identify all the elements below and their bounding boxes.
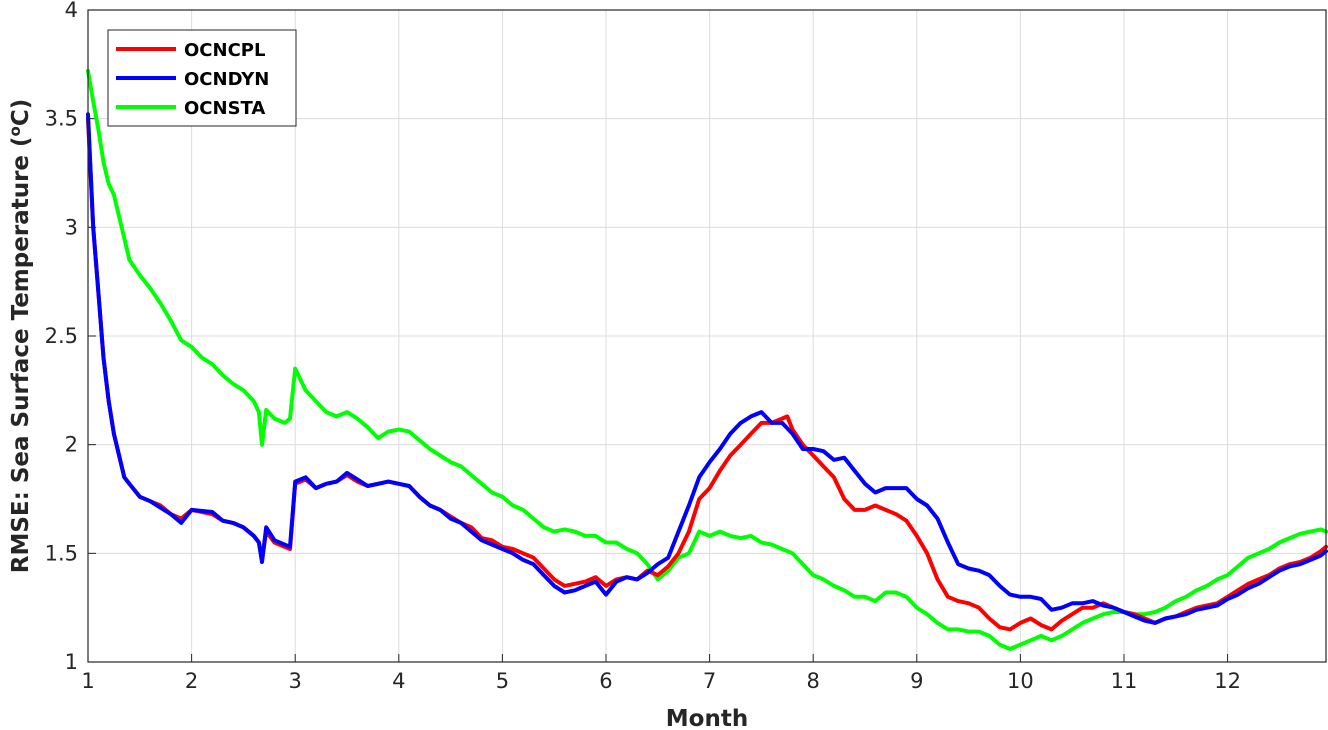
y-axis-title-main: RMSE: Sea Surface Temperature (: [8, 136, 34, 573]
y-tick-label: 3.5: [45, 107, 78, 131]
y-axis-title: RMSE: Sea Surface Temperature (oC): [6, 99, 34, 574]
legend-label-ocnsta: OCNSTA: [184, 98, 265, 119]
x-tick-label: 2: [185, 669, 198, 693]
y-tick-labels: 1 1.5 2 2.5 3 3.5 4: [45, 0, 78, 674]
series-line-ocndyn: [86, 112, 1328, 625]
legend-label-ocncpl: OCNCPL: [184, 40, 265, 61]
y-tick-label: 2: [65, 433, 78, 457]
x-tick-label: 5: [496, 669, 509, 693]
legend: OCNCPL OCNDYN OCNSTA: [107, 29, 297, 127]
series-lines: [86, 68, 1328, 651]
legend-label-ocndyn: OCNDYN: [184, 69, 269, 90]
x-tick-label: 9: [910, 669, 923, 693]
x-tick-label: 4: [392, 669, 405, 693]
y-tick-label: 1: [65, 650, 78, 674]
x-axis-title: Month: [666, 706, 748, 730]
x-tick-labels: 1 2 3 4 5 6 7 8 9 10 11 12: [81, 669, 1241, 693]
y-tick-label: 2.5: [45, 324, 78, 348]
plot-frame: [87, 9, 1327, 663]
y-tick-label: 1.5: [45, 541, 78, 565]
x-tick-label: 10: [1007, 669, 1034, 693]
y-axis-title-unit: C): [8, 99, 34, 126]
y-axis-title-superscript: o: [6, 126, 24, 136]
x-tick-label: 3: [289, 669, 302, 693]
series-line-ocnsta: [86, 68, 1328, 651]
x-tick-label: 1: [81, 669, 94, 693]
x-tick-label: 11: [1111, 669, 1138, 693]
x-tick-label: 12: [1214, 669, 1241, 693]
x-tick-label: 7: [703, 669, 716, 693]
x-tick-label: 8: [807, 669, 820, 693]
x-tick-label: 6: [599, 669, 612, 693]
y-tick-label: 3: [65, 215, 78, 239]
y-tick-label: 4: [65, 0, 78, 22]
